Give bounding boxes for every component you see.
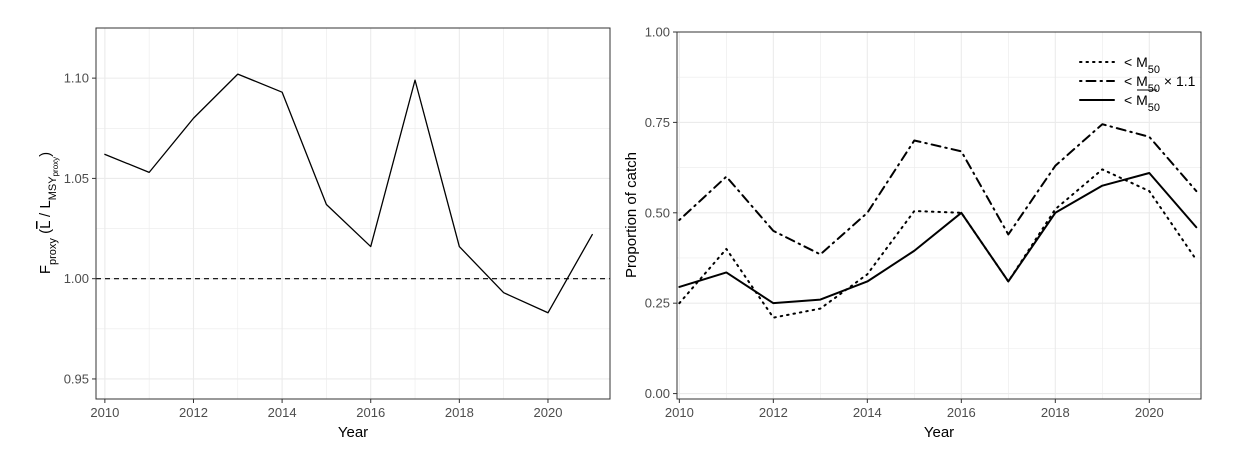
x-tick-label: 2010 xyxy=(665,405,694,420)
x-tick-label: 2018 xyxy=(445,405,474,420)
x-tick-label: 2012 xyxy=(759,405,788,420)
x-tick-label: 2018 xyxy=(1041,405,1070,420)
right-panel-border xyxy=(676,31,1202,400)
left-y-ticks: 0.95 1.00 1.05 1.10 xyxy=(64,71,96,386)
series-line-1 xyxy=(678,168,1198,319)
left-plot-background xyxy=(96,28,610,399)
left-chart-panel: 2010 2012 2014 2016 2018 2020 0.95 1.00 1.05 1.1… xyxy=(37,27,611,441)
right-y-axis-title: Proportion of catch xyxy=(623,152,640,278)
x-tick-label: 2020 xyxy=(1135,405,1164,420)
x-tick-label: 2010 xyxy=(90,405,119,420)
y-tick-label: 0.25 xyxy=(645,296,670,311)
right-plot-background xyxy=(677,32,1201,399)
legend-label-3: < M50 xyxy=(1124,92,1160,114)
y-tick-label: 0.95 xyxy=(64,371,89,386)
x-tick-label: 2014 xyxy=(268,405,297,420)
series-line-2 xyxy=(678,123,1198,256)
y-tick-label: 0.00 xyxy=(645,386,670,401)
right-y-ticks: 0.00 0.25 0.50 0.75 1.00 xyxy=(645,25,677,401)
right-chart-panel: 2010 2012 2014 2016 2018 2020 0.00 0.25 0.50 0.7… xyxy=(623,25,1202,441)
left-gridlines xyxy=(96,28,610,399)
series-line-3 xyxy=(678,172,1198,305)
right-x-ticks: 2010 2012 2014 2016 2018 2020 xyxy=(665,399,1164,420)
left-series-group xyxy=(104,73,593,314)
left-x-axis-title: Year xyxy=(338,424,368,441)
y-tick-label: 1.10 xyxy=(64,71,89,86)
series-line-1 xyxy=(104,73,593,314)
legend-label-2: < M50 × 1.1 xyxy=(1124,73,1196,95)
y-tick-label: 1.05 xyxy=(64,171,89,186)
x-tick-label: 2014 xyxy=(853,405,882,420)
right-x-axis-title: Year xyxy=(924,424,954,441)
legend-label-1: < M50 xyxy=(1124,54,1160,76)
left-x-ticks: 2010 2012 2014 2016 2018 2020 xyxy=(90,399,562,420)
x-tick-label: 2012 xyxy=(179,405,208,420)
x-tick-label: 2020 xyxy=(534,405,563,420)
y-tick-label: 0.50 xyxy=(645,205,670,220)
y-tick-label: 1.00 xyxy=(645,25,670,40)
left-panel-border xyxy=(95,27,611,400)
left-y-axis-title: Fproxy (L / LMSYproxy) xyxy=(37,152,60,274)
right-series-group xyxy=(678,123,1198,319)
x-tick-label: 2016 xyxy=(356,405,385,420)
right-legend: < M50< M50 × 1.1< M50 xyxy=(1079,54,1196,114)
x-tick-label: 2016 xyxy=(947,405,976,420)
y-tick-label: 0.75 xyxy=(645,115,670,130)
y-tick-label: 1.00 xyxy=(64,271,89,286)
